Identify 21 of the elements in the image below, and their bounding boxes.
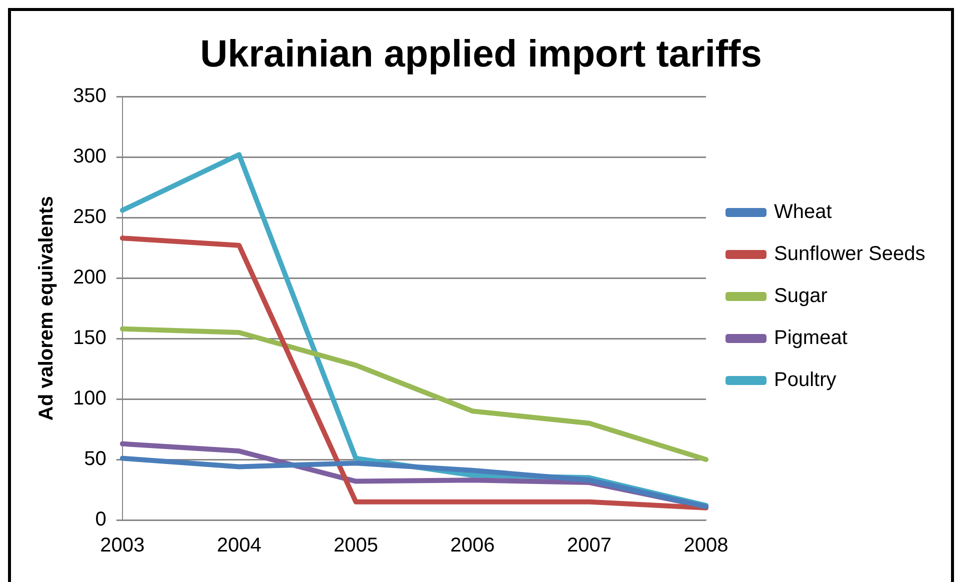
- x-tick-label: 2006: [450, 534, 495, 557]
- legend-label: Sugar: [774, 285, 828, 308]
- y-tick-label: 200: [72, 266, 106, 289]
- x-tick-label: 2005: [334, 534, 378, 557]
- x-tick-label: 2003: [100, 534, 145, 557]
- legend-label: Pigmeat: [774, 327, 848, 350]
- x-tick-label: 2004: [216, 534, 262, 557]
- y-tick-label: 250: [72, 206, 106, 228]
- y-tick-label: 50: [84, 448, 106, 470]
- y-tick-label: 100: [72, 388, 106, 410]
- x-tick-label: 2007: [567, 534, 612, 557]
- legend-label: Poultry: [774, 369, 836, 392]
- y-tick-label: 0: [95, 508, 106, 531]
- chart-title: Ukrainian applied import tariffs: [200, 33, 762, 76]
- y-tick-label: 150: [72, 327, 106, 350]
- y-tick-label: 300: [72, 146, 106, 168]
- y-tick-label: 350: [72, 85, 106, 108]
- legend-label: Sunflower Seeds: [774, 243, 926, 266]
- legend-label: Wheat: [774, 201, 832, 224]
- x-tick-label: 2008: [684, 534, 728, 557]
- y-axis-title: Ad valorem equivalents: [36, 196, 58, 421]
